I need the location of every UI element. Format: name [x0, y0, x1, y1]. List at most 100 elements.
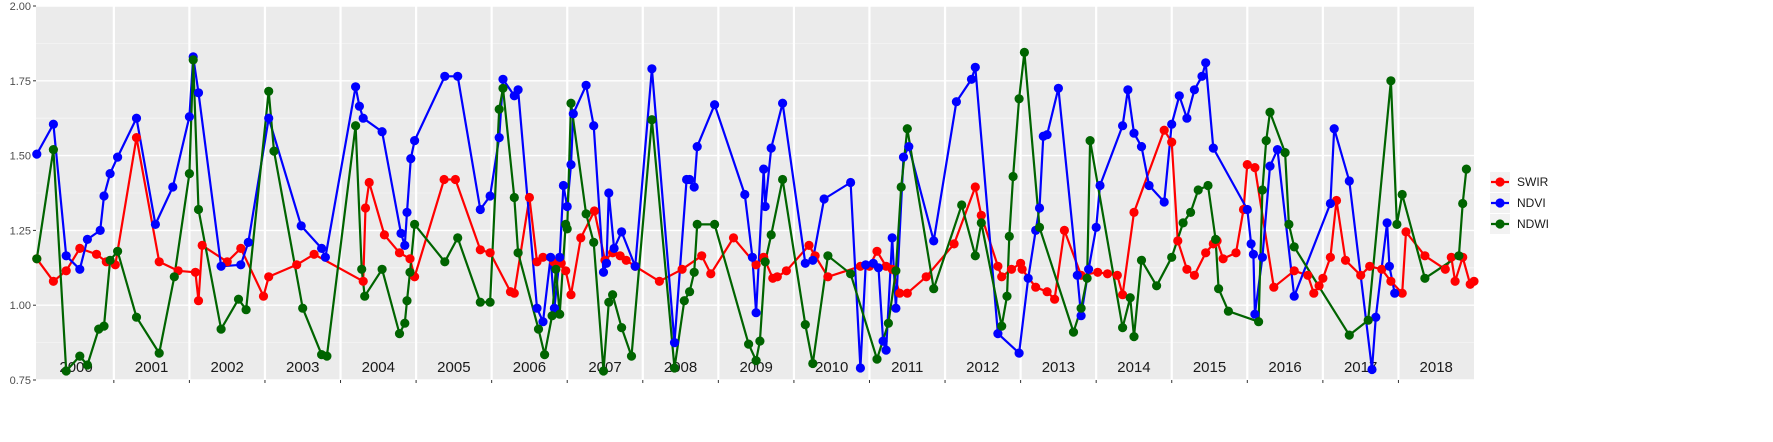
data-point-ndwi [1458, 198, 1468, 209]
data-point-ndwi [896, 182, 906, 192]
data-point-ndwi [269, 146, 279, 156]
data-point-swir [292, 260, 302, 270]
year-label: 2016 [1268, 359, 1301, 376]
data-point-swir [697, 251, 707, 261]
data-point-ndwi [453, 233, 463, 243]
data-point-ndwi [902, 124, 912, 134]
data-point-ndwi [562, 224, 572, 234]
data-point-ndwi [970, 251, 980, 261]
data-point-swir [781, 266, 792, 276]
data-point-ndwi [494, 104, 504, 114]
data-point-ndwi [1068, 327, 1079, 337]
data-point-swir [1314, 281, 1324, 291]
data-point-ndvi [1246, 239, 1256, 249]
data-point-ndvi [549, 303, 560, 313]
data-point-ndvi [898, 152, 909, 162]
data-point-ndvi [630, 261, 640, 271]
data-point-swir [949, 239, 959, 249]
data-point-ndwi [1118, 323, 1128, 333]
data-point-ndwi [105, 255, 115, 265]
data-point-ndvi [1123, 85, 1133, 95]
data-point-ndvi [99, 191, 109, 201]
data-point-ndwi [498, 83, 508, 93]
data-point-ndwi [75, 351, 85, 361]
data-point-ndwi [82, 360, 92, 370]
data-point-ndvi [710, 100, 720, 110]
data-point-swir [1303, 270, 1313, 280]
data-point-ndwi [357, 264, 367, 274]
data-point-ndwi [1085, 136, 1095, 146]
data-point-ndvi [1095, 180, 1105, 191]
data-point-ndwi [1167, 252, 1177, 262]
data-point-ndvi [498, 74, 508, 84]
data-point-ndvi [929, 236, 939, 246]
data-point-swir [1050, 294, 1060, 304]
data-point-ndwi [808, 358, 818, 369]
data-point-ndvi [604, 188, 614, 198]
data-point-ndwi [233, 294, 244, 304]
legend: SWIR NDVI NDWI [1490, 172, 1549, 234]
data-point-ndwi [872, 354, 882, 364]
data-point-ndwi [193, 204, 204, 215]
year-label: 2018 [1420, 359, 1453, 376]
series-line-ndvi [35, 55, 1396, 371]
data-point-ndwi [710, 219, 720, 229]
data-point-ndwi [679, 296, 689, 306]
data-point-ndvi [236, 260, 246, 270]
data-point-ndwi [760, 257, 770, 267]
data-point-ndwi [509, 192, 519, 203]
data-point-swir [1129, 207, 1139, 217]
data-point-ndvi [759, 164, 769, 174]
data-point-ndvi [264, 113, 274, 123]
data-point-ndvi [598, 267, 609, 277]
year-label: 2001 [135, 359, 168, 376]
data-point-ndvi [609, 243, 619, 253]
data-point-ndwi [1082, 273, 1092, 283]
legend-key-point-ndvi [1495, 198, 1505, 208]
data-point-ndwi [377, 264, 387, 274]
data-point-ndwi [216, 324, 226, 334]
data-point-ndwi [154, 348, 164, 358]
data-point-ndwi [131, 312, 142, 322]
data-point-ndwi [647, 115, 657, 125]
data-point-ndwi [744, 339, 754, 349]
data-point-swir [1386, 276, 1396, 286]
data-point-ndvi [48, 119, 59, 129]
data-point-swir [1182, 264, 1192, 274]
data-point-swir [1446, 252, 1456, 262]
year-label: 2004 [362, 359, 395, 376]
data-point-ndwi [883, 318, 894, 328]
year-label: 2003 [286, 359, 319, 376]
data-point-ndwi [929, 284, 939, 294]
data-point-ndvi [873, 263, 884, 273]
data-point-ndwi [1386, 76, 1396, 86]
data-point-ndvi [1272, 145, 1283, 155]
data-point-ndvi [216, 261, 226, 271]
data-point-ndvi [513, 85, 523, 95]
data-point-ndvi [105, 169, 115, 179]
data-point-ndwi [669, 363, 680, 373]
data-point-ndvi [601, 258, 612, 268]
year-label: 2010 [815, 359, 848, 376]
data-point-ndvi [951, 97, 962, 107]
data-point-ndvi [317, 243, 327, 253]
data-point-ndvi [1118, 121, 1128, 131]
data-point-swir [1289, 266, 1299, 276]
data-point-swir [394, 248, 405, 258]
data-point-ndvi [1371, 312, 1381, 322]
data-point-ndvi [904, 142, 914, 152]
data-point-swir [1201, 248, 1211, 258]
data-point-ndvi [855, 363, 866, 373]
data-point-swir [1231, 248, 1241, 258]
data-point-ndvi [562, 201, 572, 212]
data-point-ndvi [966, 74, 977, 84]
data-point-ndwi [626, 351, 637, 361]
data-point-ndvi [1023, 273, 1033, 283]
data-point-swir [1250, 163, 1260, 173]
data-point-swir [1340, 255, 1351, 265]
y-tick-label: 1.00 [10, 300, 31, 312]
data-point-ndvi [1129, 128, 1139, 138]
data-point-ndvi [891, 303, 901, 313]
data-point-ndvi [1053, 83, 1063, 93]
series-layer [32, 47, 1479, 376]
